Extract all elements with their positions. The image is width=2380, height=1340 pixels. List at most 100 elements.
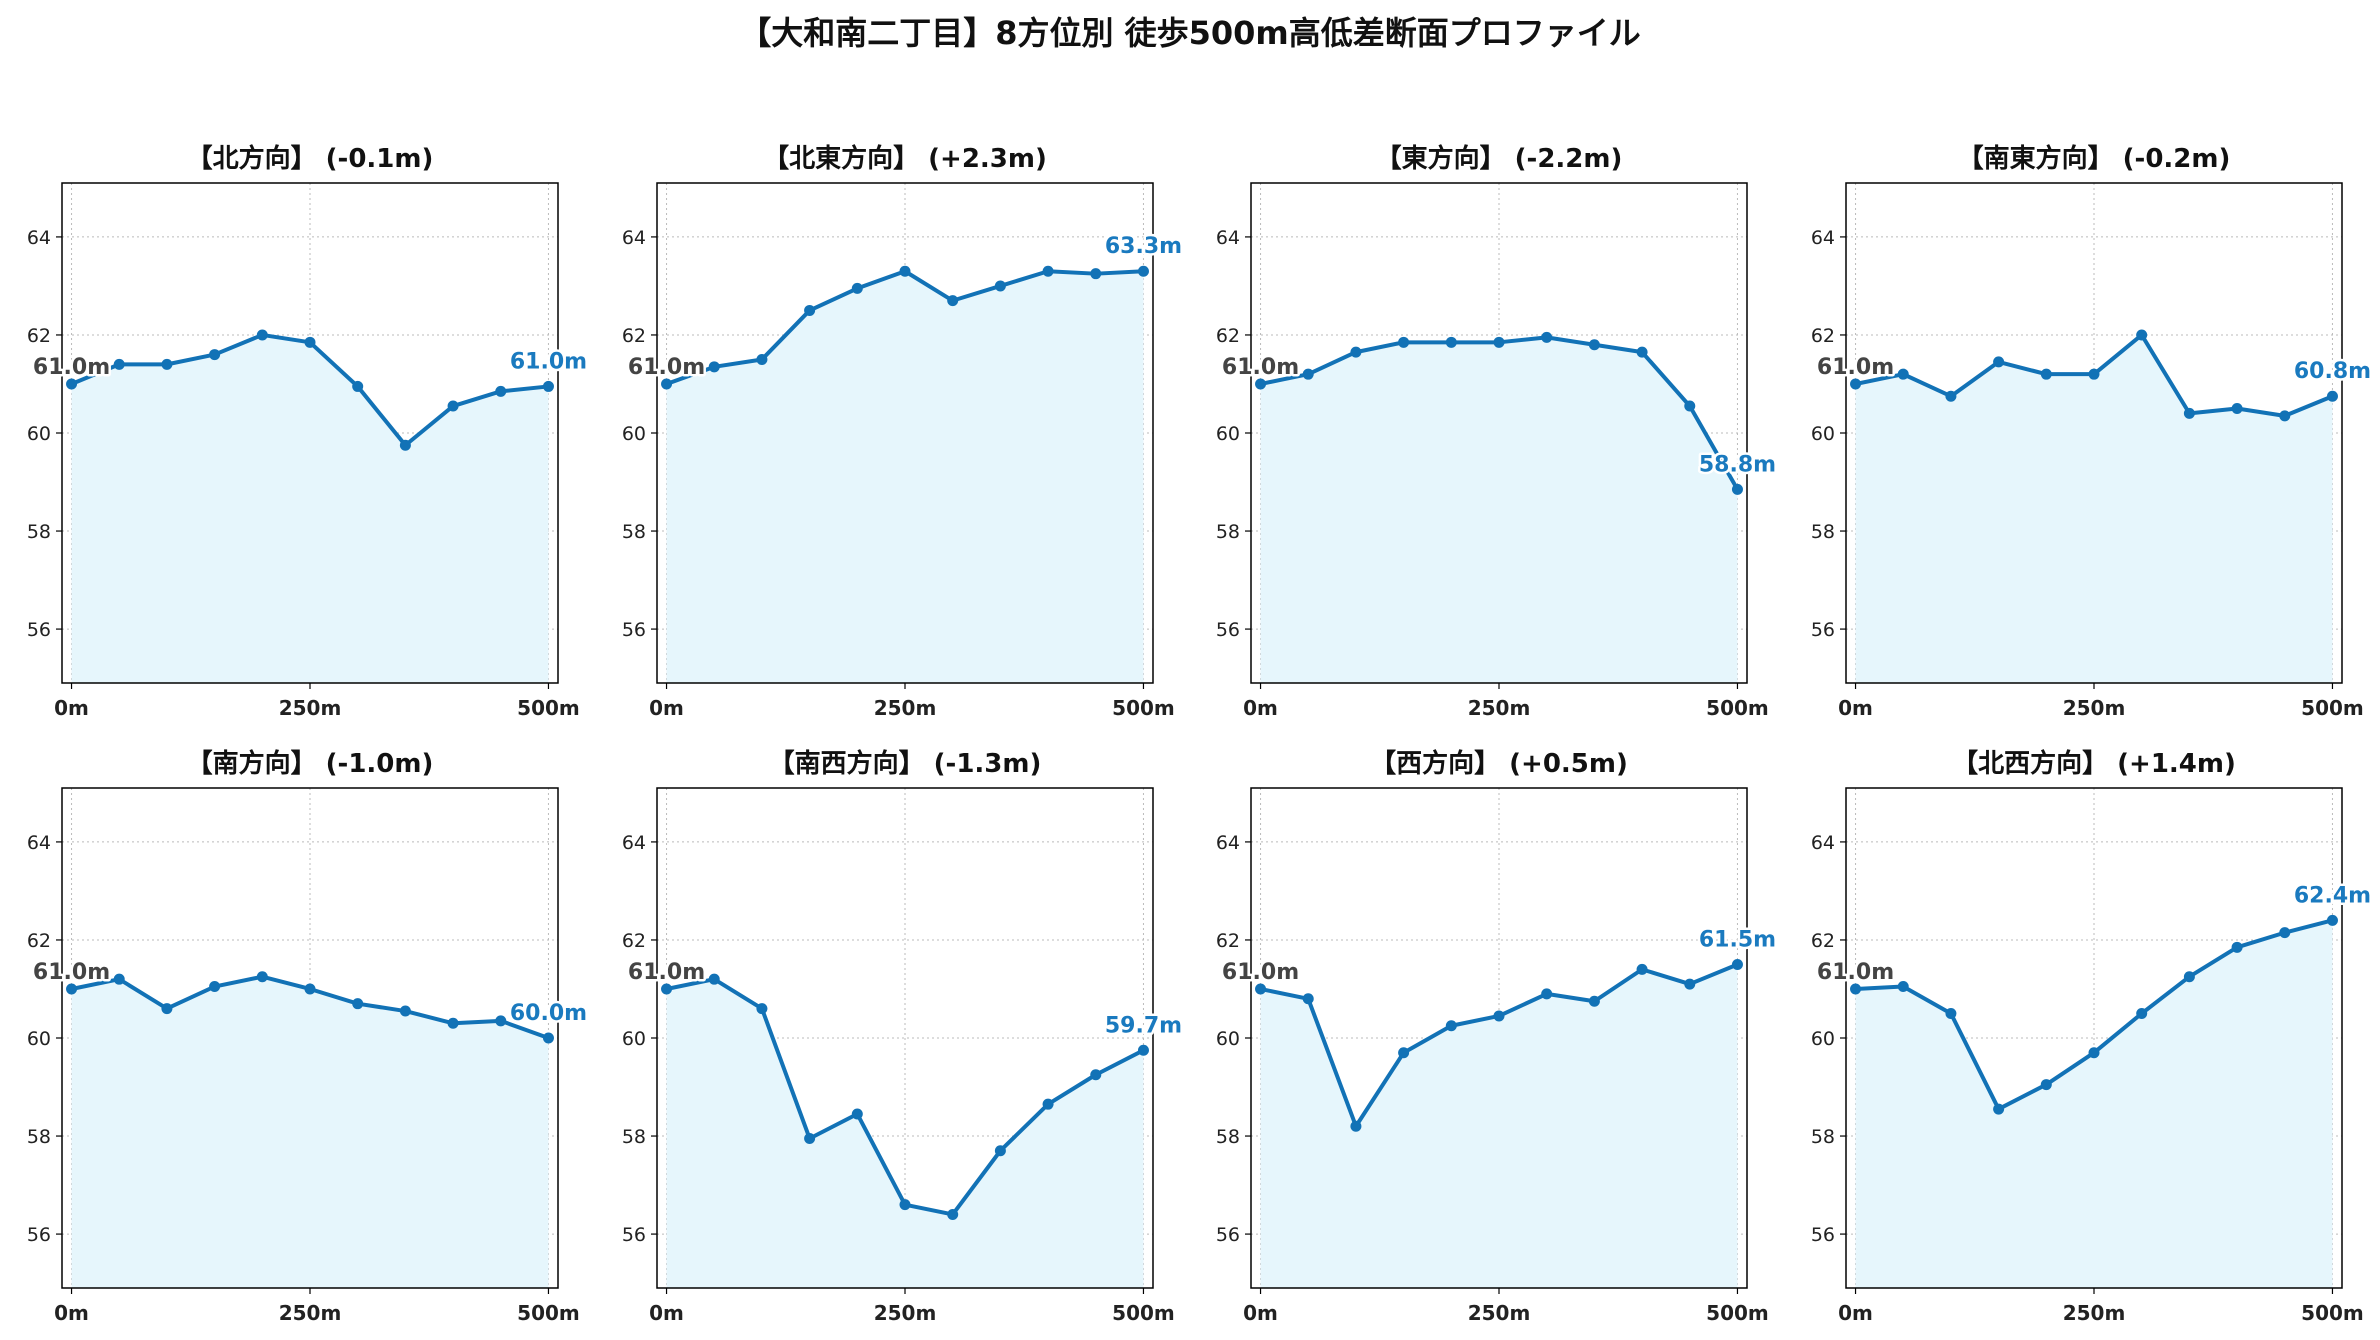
y-tick-label: 60 [622,423,646,445]
data-point [2136,329,2148,341]
panel-7: 【北西方向】 (+1.4m) 56 58 60 62 64 0m 250m 500m 61.0m 6… [1811,748,2374,1325]
data-point [1398,336,1410,348]
panel-6: 【西方向】 (+0.5m) 56 58 60 62 64 0m 250m 500m 61.0m 61… [1216,748,1779,1325]
data-point [256,329,268,341]
data-point [947,295,959,307]
end-label: 60.8m [2294,359,2371,384]
data-point [352,380,364,392]
data-point [2183,971,2195,983]
y-tick-label: 60 [1811,423,1835,445]
start-label: 61.0m [1817,960,1894,985]
data-point [352,998,364,1010]
start-label: 61.0m [33,960,110,985]
data-point [1255,983,1267,995]
y-tick-label: 58 [622,521,646,543]
data-point [1993,356,2005,368]
panel-title: 【南西方向】 (-1.3m) [769,748,1042,779]
data-point [399,1005,411,1017]
figure-title: 【大和南二丁目】8方位別 徒歩500m高低差断面プロファイル [739,14,1641,52]
y-tick-label: 58 [27,521,51,543]
data-point [1493,336,1505,348]
data-point [947,1208,959,1220]
y-tick-label: 64 [622,227,646,249]
data-point [1137,265,1149,277]
data-point [1850,983,1862,995]
data-point [1588,995,1600,1007]
data-point [1541,331,1553,343]
start-label: 61.0m [33,355,110,380]
y-tick-label: 56 [27,619,51,641]
panel-4: 【南方向】 (-1.0m) 56 58 60 62 64 0m 250m 500m 61.0m 60… [27,748,590,1325]
y-tick-label: 58 [27,1126,51,1148]
data-point [1897,981,1909,993]
data-point [304,336,316,348]
data-point [994,280,1006,292]
data-point [495,385,507,397]
data-point [1731,483,1743,495]
data-point [1398,1047,1410,1059]
y-tick-label: 60 [622,1028,646,1050]
data-point [1493,1010,1505,1022]
y-tick-label: 64 [1811,832,1835,854]
data-point [447,1017,459,1029]
data-point [1302,368,1314,380]
data-point [256,971,268,983]
y-tick-label: 62 [27,325,51,347]
data-point [756,1003,768,1015]
area-fill [1260,964,1738,1288]
area-fill [71,976,549,1288]
data-point [1350,346,1362,358]
data-point [1636,963,1648,975]
data-point [161,358,173,370]
data-point [66,983,78,995]
area-fill [1260,337,1738,683]
data-point [1302,993,1314,1005]
y-tick-label: 62 [1811,930,1835,952]
x-tick-label: 250m [2063,1301,2126,1325]
data-point [661,983,673,995]
data-point [1445,1020,1457,1032]
data-point [161,1003,173,1015]
y-tick-label: 64 [622,832,646,854]
data-point [2136,1007,2148,1019]
panel-5: 【南西方向】 (-1.3m) 56 58 60 62 64 0m 250m 500m 61.0m 5… [622,748,1185,1325]
data-point [1636,346,1648,358]
data-point [1255,378,1267,390]
y-tick-label: 62 [1216,930,1240,952]
area-fill [1855,334,2333,683]
x-tick-label: 250m [279,1301,342,1325]
start-label: 61.0m [1222,960,1299,985]
data-point [1042,1098,1054,1110]
x-tick-label: 0m [54,696,89,720]
x-tick-label: 250m [1468,696,1531,720]
start-label: 61.0m [628,355,705,380]
x-tick-label: 250m [1468,1301,1531,1325]
data-point [542,380,554,392]
y-tick-label: 56 [622,619,646,641]
y-tick-label: 60 [27,423,51,445]
data-point [2183,407,2195,419]
y-tick-label: 64 [27,227,51,249]
end-label: 58.8m [1699,452,1776,477]
x-tick-label: 0m [1243,696,1278,720]
panel-2: 【東方向】 (-2.2m) 56 58 60 62 64 0m 250m 500m 61.0m 58… [1216,143,1779,720]
end-label: 62.4m [2294,883,2371,908]
data-point [66,378,78,390]
y-tick-label: 60 [1216,423,1240,445]
end-label: 60.0m [510,1001,587,1026]
data-point [1731,958,1743,970]
x-tick-label: 500m [1706,1301,1769,1325]
panel-title: 【北西方向】 (+1.4m) [1952,748,2236,779]
x-tick-label: 500m [2301,696,2364,720]
data-point [804,1132,816,1144]
x-tick-label: 250m [279,696,342,720]
y-tick-label: 56 [1811,619,1835,641]
y-tick-label: 58 [1216,521,1240,543]
data-point [1684,400,1696,412]
y-tick-label: 58 [1811,521,1835,543]
y-tick-label: 56 [1216,619,1240,641]
data-point [1541,988,1553,1000]
panel-1: 【北東方向】 (+2.3m) 56 58 60 62 64 0m 250m 500m 61.0m 6… [622,143,1185,720]
